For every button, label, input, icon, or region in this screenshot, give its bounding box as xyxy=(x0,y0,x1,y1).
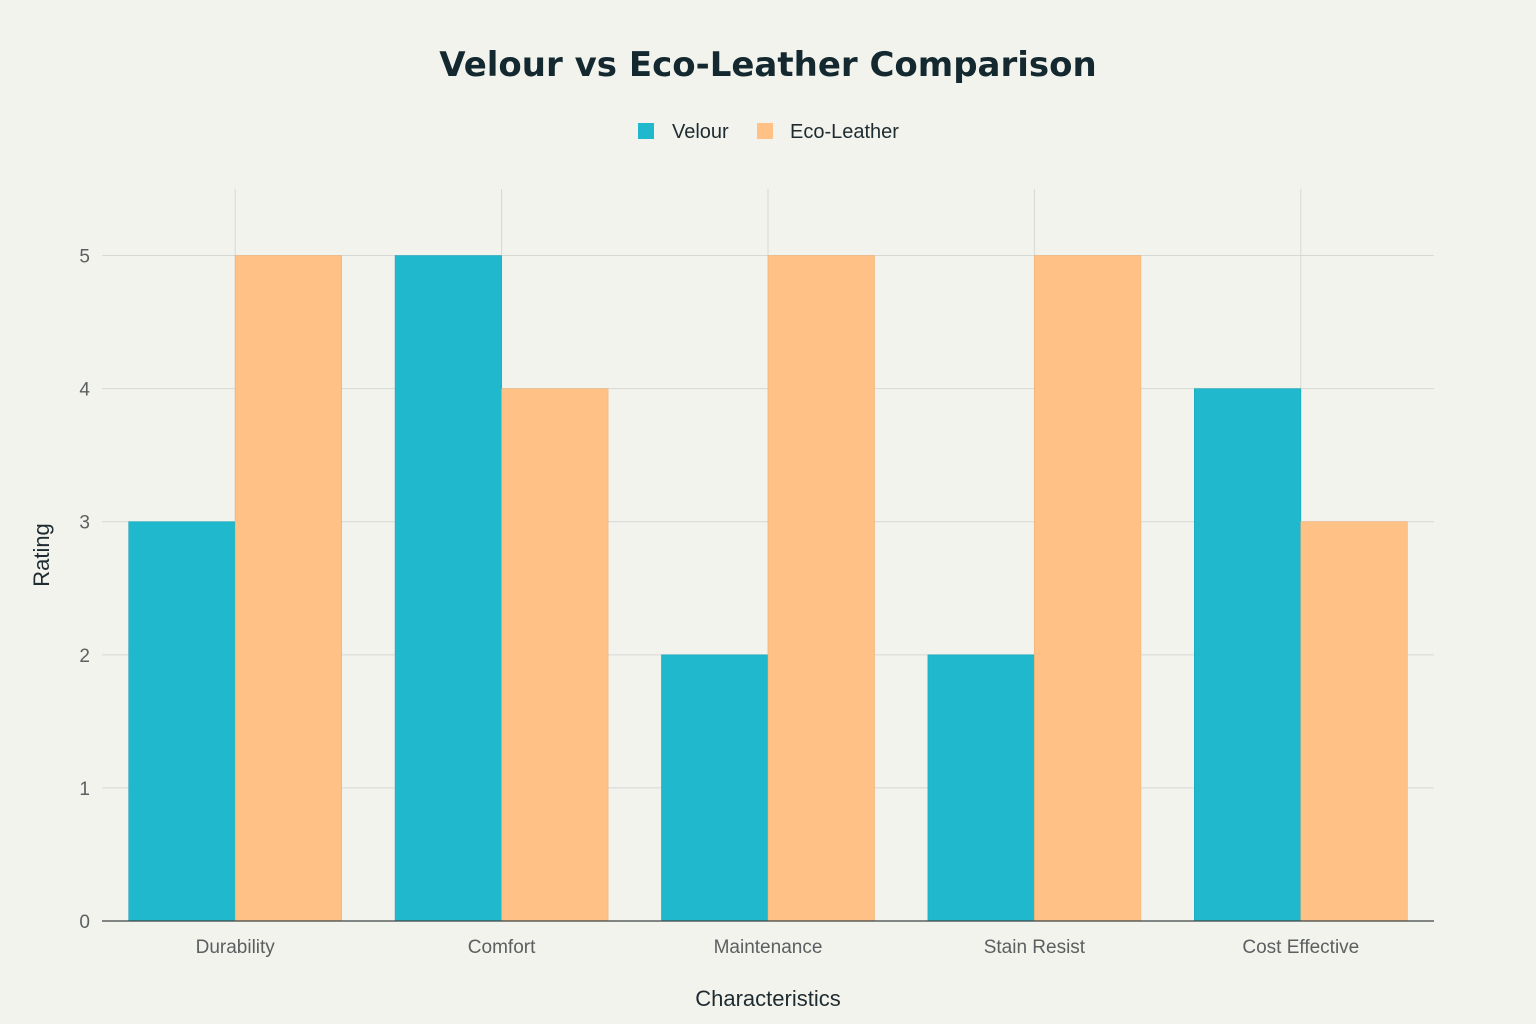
bar-velour-cost-effective xyxy=(1194,388,1302,922)
bar-eco-leather-cost-effective xyxy=(1300,521,1408,922)
bar-velour-comfort xyxy=(394,255,502,922)
y-tick-label: 0 xyxy=(79,912,90,933)
y-tick-label: 3 xyxy=(79,513,90,534)
legend: Velour Eco-Leather xyxy=(638,121,899,143)
y-tick-label: 1 xyxy=(79,779,90,800)
y-tick-label: 5 xyxy=(79,247,90,268)
x-tick-label: Cost Effective xyxy=(1242,937,1359,958)
y-tick-label: 2 xyxy=(79,646,90,667)
bar-eco-leather-stain-resist xyxy=(1034,255,1142,922)
legend-label-eco-leather: Eco-Leather xyxy=(790,121,899,143)
bar-velour-durability xyxy=(128,521,236,922)
bar-eco-leather-comfort xyxy=(501,388,609,922)
y-axis-title: Rating xyxy=(29,523,54,587)
bars xyxy=(128,255,1408,922)
legend-swatch-eco-leather xyxy=(757,123,773,139)
x-tick-label: Maintenance xyxy=(714,937,823,958)
chart-title: Velour vs Eco-Leather Comparison xyxy=(439,45,1096,85)
bar-velour-stain-resist xyxy=(927,654,1035,922)
y-tick-labels: 0 1 2 3 4 5 xyxy=(79,247,90,933)
bar-eco-leather-durability xyxy=(234,255,342,922)
x-tick-labels: Durability Comfort Maintenance Stain Resist… xyxy=(196,937,1360,958)
y-tick-label: 4 xyxy=(79,380,90,401)
legend-swatch-velour xyxy=(638,123,654,139)
x-axis-title: Characteristics xyxy=(695,986,840,1011)
bar-velour-maintenance xyxy=(661,654,769,922)
bar-eco-leather-maintenance xyxy=(767,255,875,922)
x-tick-label: Comfort xyxy=(468,937,536,958)
legend-label-velour: Velour xyxy=(672,121,729,143)
x-tick-label: Stain Resist xyxy=(984,937,1086,958)
x-tick-label: Durability xyxy=(196,937,276,958)
